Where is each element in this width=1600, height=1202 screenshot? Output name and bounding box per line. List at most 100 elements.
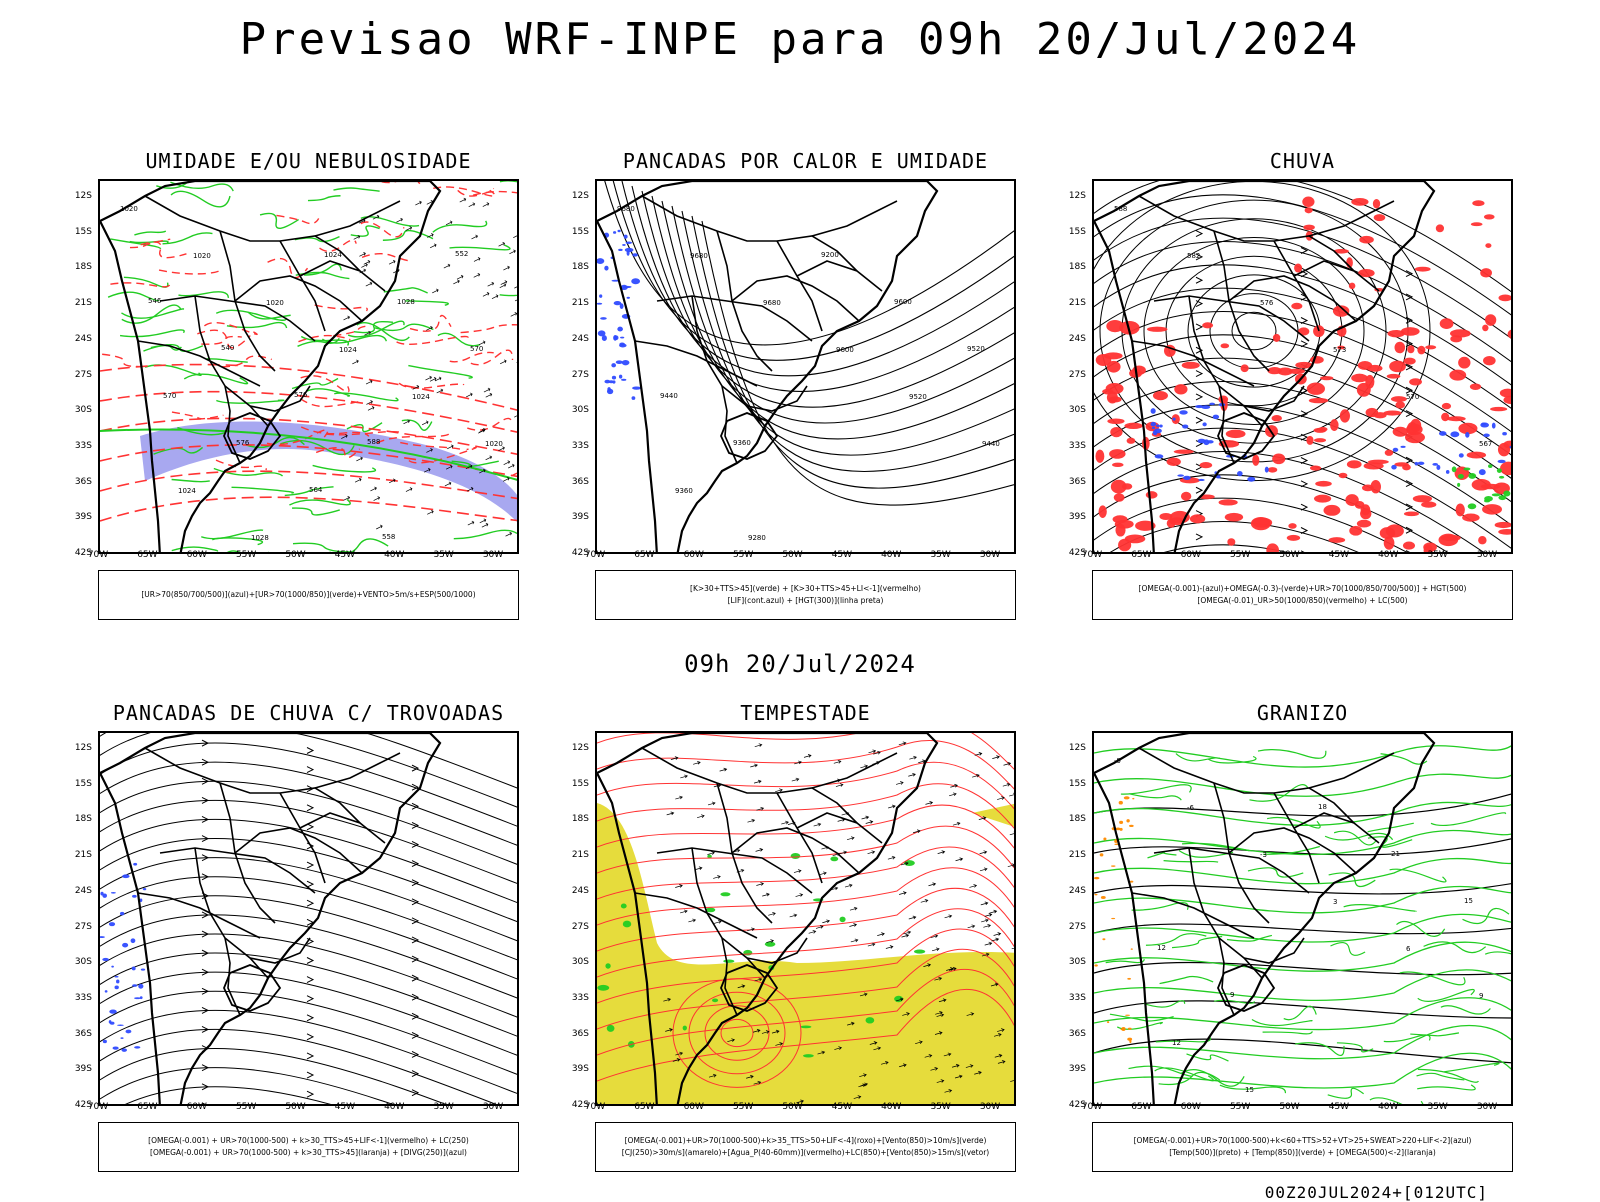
lon-label: 70W bbox=[1077, 1102, 1107, 1112]
lat-label: 21S bbox=[1062, 298, 1086, 308]
legend-line: [OMEGA(-0.001)-(azul)+OMEGA(-0.3)-(verde… bbox=[1093, 583, 1512, 595]
panel-title: GRANIZO bbox=[1052, 701, 1553, 725]
lon-label: 70W bbox=[1077, 550, 1107, 560]
lon-label: 60W bbox=[679, 550, 709, 560]
contour-label: 546 bbox=[148, 297, 162, 305]
contour-label: 1024 bbox=[339, 346, 357, 354]
lat-label: 21S bbox=[565, 850, 589, 860]
lon-label: 55W bbox=[728, 550, 758, 560]
lon-label: 65W bbox=[132, 550, 162, 560]
lon-label: 35W bbox=[1423, 1102, 1453, 1112]
legend-line: [OMEGA(-0.001)+UR>70(1000-500)+k<60+TTS>… bbox=[1093, 1135, 1512, 1147]
panel-title: PANCADAS DE CHUVA C/ TROVOADAS bbox=[58, 701, 559, 725]
panel-legend: [OMEGA(-0.001)-(azul)+OMEGA(-0.3)-(verde… bbox=[1092, 570, 1513, 620]
lat-label: 27S bbox=[68, 370, 92, 380]
lon-label: 70W bbox=[83, 1102, 113, 1112]
lon-label: 65W bbox=[1126, 1102, 1156, 1112]
contour-label: 15 bbox=[1464, 897, 1473, 905]
contour-label: 1024 bbox=[178, 487, 196, 495]
lon-label: 30W bbox=[975, 550, 1005, 560]
lat-label: 27S bbox=[565, 370, 589, 380]
contour-label: 576 bbox=[236, 439, 250, 447]
page-title: Previsao WRF-INPE para 09h 20/Jul/2024 bbox=[0, 14, 1600, 65]
lat-label: 30S bbox=[1062, 957, 1086, 967]
lat-label: 39S bbox=[565, 1064, 589, 1074]
panel-legend: [OMEGA(-0.001) + UR>70(1000-500) + k>30_… bbox=[98, 1122, 519, 1172]
lat-label: 24S bbox=[68, 334, 92, 344]
lat-label: 15S bbox=[1062, 227, 1086, 237]
contour-label: 576 bbox=[294, 391, 308, 399]
lat-label: 33S bbox=[68, 993, 92, 1003]
lat-label: 24S bbox=[1062, 334, 1086, 344]
contour-label: 15 bbox=[1245, 1086, 1254, 1094]
lat-label: 12S bbox=[68, 743, 92, 753]
panel-title: UMIDADE E/OU NEBULOSIDADE bbox=[58, 149, 559, 173]
lat-label: 15S bbox=[68, 779, 92, 789]
forecast-map bbox=[595, 731, 1016, 1106]
lat-label: 12S bbox=[565, 191, 589, 201]
contour-label: 588 bbox=[1114, 205, 1127, 213]
legend-line: [Temp(500)](preto) + [Temp(850)](verde) … bbox=[1093, 1147, 1512, 1159]
contour-label: 570 bbox=[163, 392, 176, 400]
contour-label: 540 bbox=[221, 344, 234, 352]
contour-label: 573 bbox=[1333, 346, 1346, 354]
lat-label: 33S bbox=[68, 441, 92, 451]
contour-label: 18 bbox=[1318, 803, 1327, 811]
lat-label: 36S bbox=[565, 1029, 589, 1039]
lat-label: 12S bbox=[565, 743, 589, 753]
lon-label: 45W bbox=[330, 1102, 360, 1112]
lon-label: 35W bbox=[1423, 550, 1453, 560]
lat-label: 15S bbox=[565, 227, 589, 237]
lon-label: 45W bbox=[1324, 1102, 1354, 1112]
contour-label: 12 bbox=[1157, 944, 1166, 952]
lon-label: 30W bbox=[975, 1102, 1005, 1112]
lat-label: 36S bbox=[68, 477, 92, 487]
contour-label: 576 bbox=[1260, 299, 1274, 307]
lat-label: 33S bbox=[1062, 993, 1086, 1003]
lon-label: 30W bbox=[478, 1102, 508, 1112]
contour-label: 9680 bbox=[617, 205, 635, 213]
lon-label: 30W bbox=[1472, 550, 1502, 560]
lat-label: 27S bbox=[68, 922, 92, 932]
lon-label: 50W bbox=[1275, 1102, 1305, 1112]
lat-label: 36S bbox=[565, 477, 589, 487]
lon-label: 45W bbox=[827, 1102, 857, 1112]
lon-label: 35W bbox=[429, 1102, 459, 1112]
lon-label: 40W bbox=[876, 550, 906, 560]
contour-label: 9440 bbox=[982, 440, 1000, 448]
contour-label: 1020 bbox=[193, 252, 211, 260]
lon-label: 70W bbox=[580, 550, 610, 560]
forecast-map bbox=[98, 731, 519, 1106]
contour-label: 570 bbox=[1406, 393, 1419, 401]
lat-label: 18S bbox=[1062, 262, 1086, 272]
panel-title: CHUVA bbox=[1052, 149, 1553, 173]
lat-label: 24S bbox=[565, 334, 589, 344]
contour-label: 9200 bbox=[821, 251, 839, 259]
lat-label: 30S bbox=[68, 405, 92, 415]
lon-label: 55W bbox=[231, 550, 261, 560]
lon-label: 50W bbox=[778, 1102, 808, 1112]
lat-label: 30S bbox=[565, 957, 589, 967]
panel-title: PANCADAS POR CALOR E UMIDADE bbox=[555, 149, 1056, 173]
contour-label: 9360 bbox=[675, 487, 693, 495]
lon-label: 35W bbox=[926, 1102, 956, 1112]
lon-label: 40W bbox=[1373, 1102, 1403, 1112]
lat-label: 12S bbox=[1062, 743, 1086, 753]
panel-legend: [UR>70(850/700/500)](azul)+[UR>70(1000/8… bbox=[98, 570, 519, 620]
lat-label: 21S bbox=[68, 850, 92, 860]
lon-label: 35W bbox=[429, 550, 459, 560]
lon-label: 45W bbox=[827, 550, 857, 560]
contour-label: 1020 bbox=[120, 205, 138, 213]
contour-label: 9280 bbox=[748, 534, 766, 542]
lat-label: 30S bbox=[1062, 405, 1086, 415]
lon-label: 50W bbox=[281, 1102, 311, 1112]
contour-label: 1024 bbox=[324, 251, 342, 259]
lon-label: 65W bbox=[1126, 550, 1156, 560]
lat-label: 33S bbox=[1062, 441, 1086, 451]
lon-label: 60W bbox=[1176, 1102, 1206, 1112]
lat-label: 36S bbox=[68, 1029, 92, 1039]
panel-legend: [OMEGA(-0.001)+UR>70(1000-500)+k>35_TTS>… bbox=[595, 1122, 1016, 1172]
